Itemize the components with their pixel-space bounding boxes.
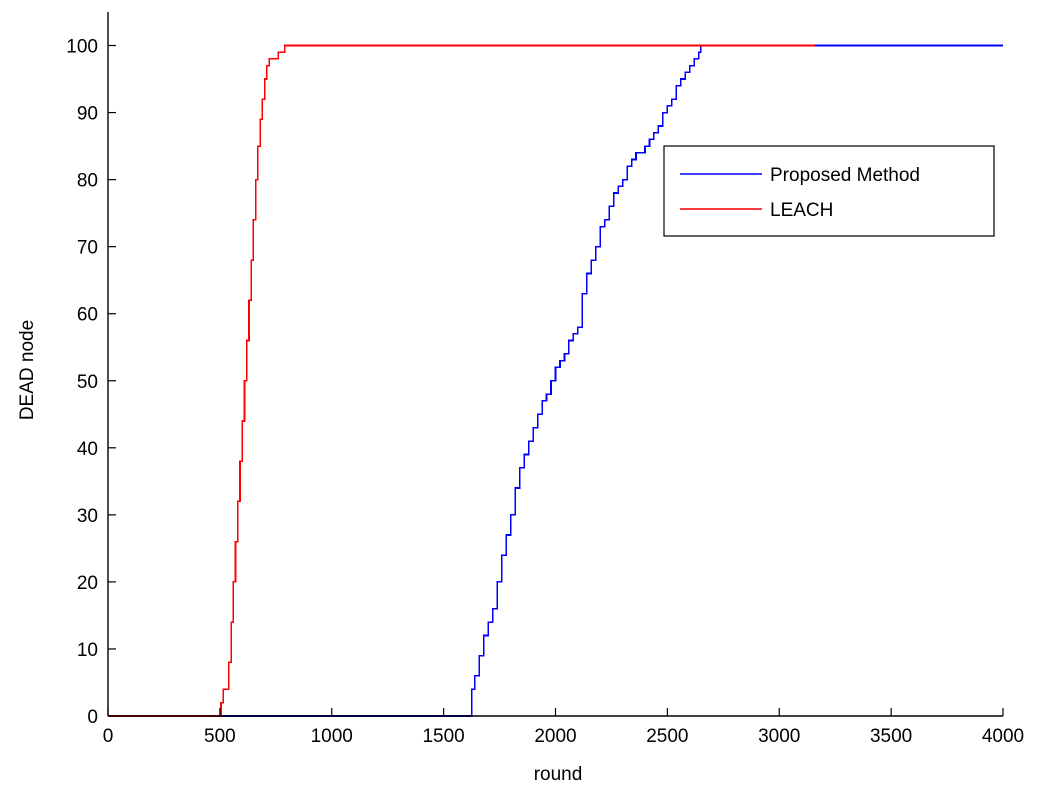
legend-label-proposed-method: Proposed Method — [770, 165, 920, 186]
x-tick-label: 2000 — [534, 726, 576, 747]
x-tick-label: 1000 — [311, 726, 353, 747]
y-tick-label: 70 — [77, 238, 98, 259]
x-axis-title: round — [534, 764, 583, 785]
y-tick-label: 90 — [77, 104, 98, 125]
x-tick-label: 2500 — [646, 726, 688, 747]
x-tick-label: 500 — [204, 726, 236, 747]
y-axis-title: DEAD node — [17, 320, 38, 420]
y-tick-label: 20 — [77, 573, 98, 594]
y-tick-label: 40 — [77, 439, 98, 460]
series-line-leach — [108, 44, 816, 717]
legend-label-leach: LEACH — [770, 200, 833, 221]
plot-area — [108, 12, 1003, 716]
axes-layer: 0 500 1000 1500 2000 2500 3000 3500 4000 0 10 20 30 4… — [66, 12, 1024, 747]
y-tick-label: 50 — [77, 372, 98, 393]
plot-background — [108, 12, 1003, 716]
series-line-proposed-method — [108, 44, 1003, 717]
series-layer — [108, 44, 1003, 717]
x-tick-label: 3000 — [758, 726, 800, 747]
x-tick-label: 1500 — [422, 726, 464, 747]
x-tick-label: 4000 — [982, 726, 1024, 747]
legend-box — [663, 145, 995, 237]
y-tick-label: 30 — [77, 506, 98, 527]
y-tick-label: 0 — [87, 707, 98, 728]
y-tick-label: 80 — [77, 171, 98, 192]
x-tick-label: 0 — [103, 726, 114, 747]
y-tick-label: 10 — [77, 640, 98, 661]
y-tick-label: 60 — [77, 305, 98, 326]
x-tick-label: 3500 — [870, 726, 912, 747]
y-tick-label: 100 — [66, 37, 98, 58]
legend: Proposed Method LEACH — [663, 145, 995, 237]
